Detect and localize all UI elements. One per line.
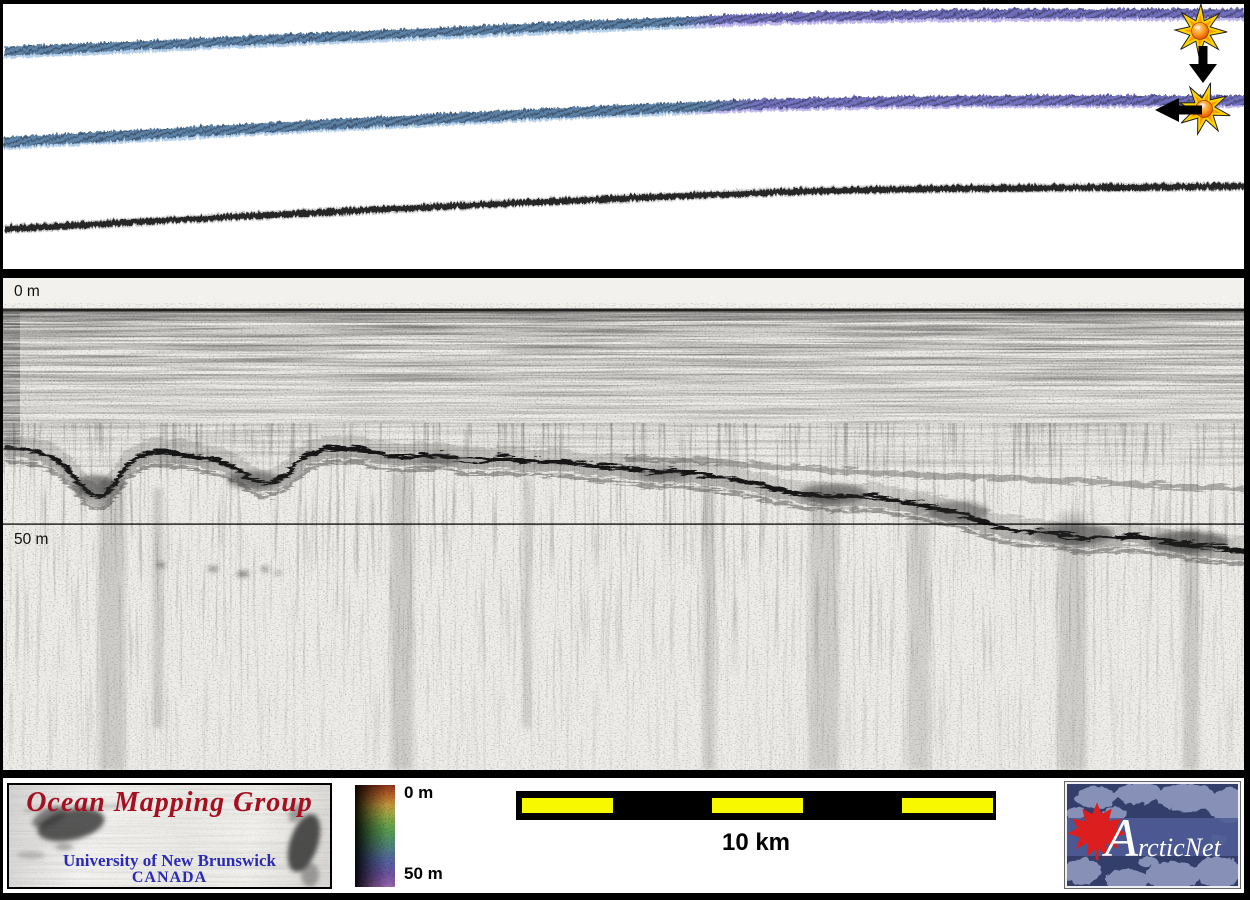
sonar-target-blobs xyxy=(17,803,321,887)
omg-title: Ocean Mapping Group xyxy=(26,787,313,818)
arcticnet-wordmark: ArcticNet xyxy=(1102,808,1222,868)
scale-bar-label: 10 km xyxy=(721,829,791,856)
survey-track-line-3 xyxy=(3,185,1244,228)
ocean-mapping-group-logo: Ocean Mapping Group University of New Br… xyxy=(7,783,332,889)
arctic-map-landmass xyxy=(1067,784,1238,886)
distance-scale-bar xyxy=(516,791,996,820)
subbottom-echogram: 0 m 50 m xyxy=(3,278,1244,770)
depth-label-50m: 50 m xyxy=(14,531,48,548)
upper-scour-surface xyxy=(622,453,1244,491)
streak-columns xyxy=(99,473,1199,770)
depth-gridline-50m xyxy=(3,523,1244,525)
scale-bar-segment xyxy=(522,798,613,813)
footer: Ocean Mapping Group University of New Br… xyxy=(3,778,1244,893)
depth-color-scale xyxy=(355,785,395,887)
survey-track-line-1 xyxy=(3,12,1244,55)
colorbar-label-0m: 0 m xyxy=(404,783,434,802)
scale-bar-segment xyxy=(712,798,803,813)
down-arrow-icon xyxy=(1189,46,1217,83)
scale-bar-segment xyxy=(902,798,993,813)
omg-subtitle-country: CANADA xyxy=(131,869,208,886)
colorbar-label-50m: 50 m xyxy=(404,864,443,883)
arcticnet-logo-graphic: ArcticNet xyxy=(1067,784,1238,886)
subbottom-profile-panel: 0 m 50 m xyxy=(3,278,1244,770)
left-arrow-icon xyxy=(1155,98,1202,122)
omg-subtitle-university: University of New Brunswick xyxy=(63,851,276,870)
arcticnet-logo: ArcticNet xyxy=(1065,782,1240,888)
track-overview-graphic xyxy=(3,4,1244,269)
omg-logo-background xyxy=(9,785,330,887)
track-overview-panel xyxy=(3,4,1244,269)
starburst-icon xyxy=(1173,4,1228,59)
start-of-line-artifact xyxy=(3,309,20,451)
maple-leaf-icon xyxy=(1067,802,1127,861)
depth-label-0m: 0 m xyxy=(14,283,40,300)
survey-track-line-2 xyxy=(3,99,1244,146)
reflector-smudges xyxy=(75,453,1228,577)
seabed-reflector xyxy=(3,440,1244,565)
